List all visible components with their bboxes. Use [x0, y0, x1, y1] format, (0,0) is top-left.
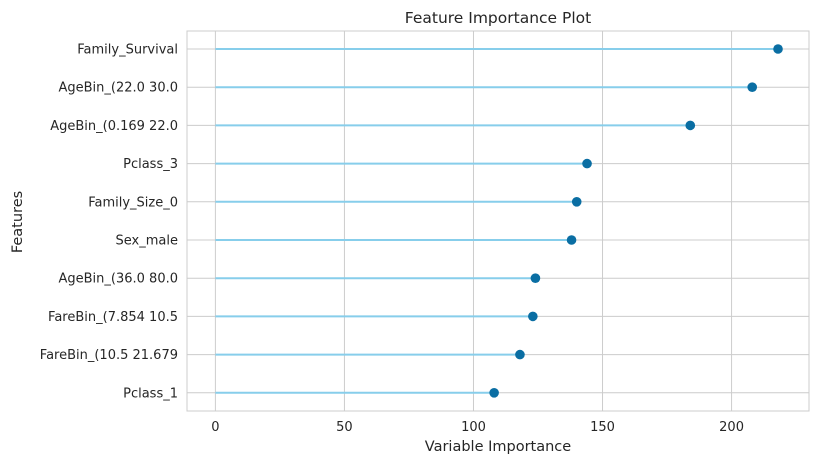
lollipop-marker	[530, 273, 541, 284]
x-tick-label: 200	[719, 420, 744, 435]
y-tick-labels: Family_Survival AgeBin_(22.0 30.0 AgeBin_(…	[40, 43, 178, 402]
lollipop-marker	[566, 235, 577, 245]
lollipop-marker	[685, 120, 696, 131]
y-tick-label: AgeBin_(36.0 80.0	[58, 272, 178, 287]
marker-layer	[489, 44, 783, 398]
lollipop-marker	[773, 44, 783, 54]
y-tick-label: Family_Survival	[77, 43, 178, 58]
lollipop-marker	[515, 349, 525, 360]
lollipop-marker	[582, 158, 592, 169]
x-axis-label: Variable Importance	[425, 439, 571, 455]
y-tick-label: FareBin_(7.854 10.5	[48, 310, 178, 325]
y-tick-label: FareBin_(10.5 21.679	[40, 348, 178, 363]
x-tick-labels: 0 50 100 150 200	[211, 420, 744, 435]
x-tick-label: 50	[336, 420, 353, 435]
chart-title: Feature Importance Plot	[405, 9, 591, 27]
lollipop-marker	[571, 197, 582, 207]
plot-frame	[186, 30, 810, 412]
y-tick-label: Pclass_3	[123, 157, 178, 172]
x-tick-label: 0	[211, 420, 219, 435]
y-tick-label: Sex_male	[116, 234, 178, 249]
y-tick-label: Family_Size_0	[88, 195, 178, 210]
y-axis-label: Features	[10, 191, 26, 253]
stem-layer	[215, 48, 779, 394]
y-tick-label: AgeBin_(0.169 22.0	[50, 119, 178, 134]
x-tick-label: 150	[590, 420, 615, 435]
lollipop-marker	[489, 388, 499, 398]
lollipop-marker	[747, 82, 758, 92]
x-tick-label: 100	[461, 420, 486, 435]
lollipop-marker	[528, 311, 538, 322]
y-tick-label: AgeBin_(22.0 30.0	[58, 81, 178, 96]
y-tick-label: Pclass_1	[123, 386, 178, 401]
